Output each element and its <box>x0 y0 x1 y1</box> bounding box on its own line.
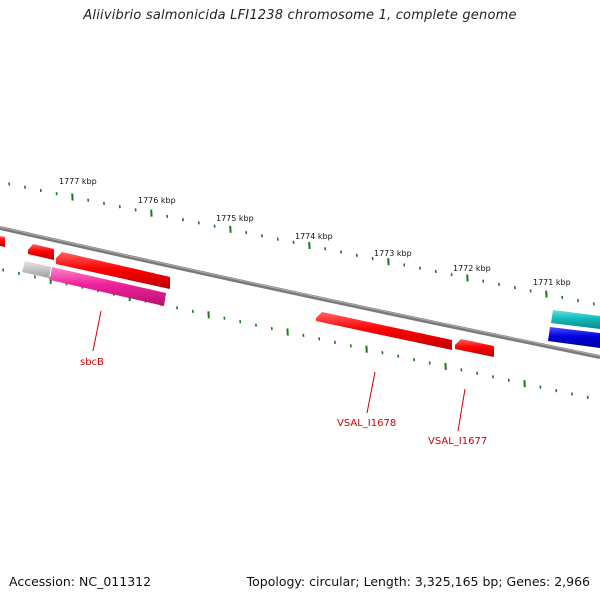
scale-label-1777: 1777 kbp <box>59 177 97 186</box>
scale-label-1776: 1776 kbp <box>138 196 176 205</box>
gene-label-sbcb[interactable]: sbcB <box>80 357 104 368</box>
outer-scale-ticks <box>8 182 595 306</box>
gene-feature-sbcb[interactable] <box>50 267 166 306</box>
genome-backbone-highlight <box>0 226 600 357</box>
genome-backbone <box>0 226 600 359</box>
scale-label-1775: 1775 kbp <box>216 214 254 223</box>
gene-feature-red-edge[interactable] <box>0 236 5 247</box>
genome-summary-text: Topology: circular; Length: 3,325,165 bp… <box>246 574 590 589</box>
gene-label-vsal-i1678[interactable]: VSAL_I1678 <box>337 418 396 429</box>
map-title: Aliivibrio salmonicida LFI1238 chromosom… <box>83 8 517 23</box>
gene-feature-blue[interactable] <box>548 327 600 348</box>
leader-line-vsal-i1677 <box>457 388 466 432</box>
leader-line-vsal-i1678 <box>366 371 376 414</box>
gene-feature-red-large[interactable] <box>56 252 170 289</box>
gene-feature-red-small[interactable] <box>28 244 54 260</box>
scale-label-1773: 1773 kbp <box>374 249 412 258</box>
leader-line-sbcb <box>92 310 102 352</box>
gene-feature-grey[interactable] <box>22 261 51 278</box>
gene-label-vsal-i1677[interactable]: VSAL_I1677 <box>428 436 487 447</box>
gene-feature-vsal-i1678[interactable] <box>316 312 452 350</box>
scale-label-1772: 1772 kbp <box>453 264 491 273</box>
gene-feature-cyan[interactable] <box>551 310 600 329</box>
scale-label-1771: 1771 kbp <box>533 278 571 287</box>
accession-text: Accession: NC_011312 <box>9 574 152 589</box>
gene-feature-vsal-i1677[interactable] <box>455 339 494 357</box>
scale-label-1774: 1774 kbp <box>295 232 333 241</box>
